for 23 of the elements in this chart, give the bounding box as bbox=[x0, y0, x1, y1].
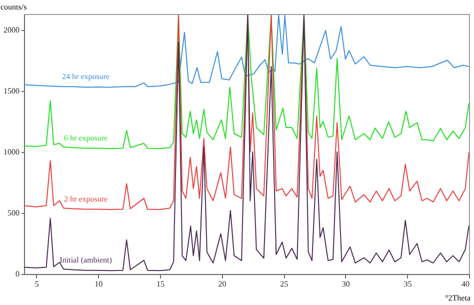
y-tick-label: 0 bbox=[16, 270, 20, 278]
x-tick-label: 20 bbox=[218, 280, 226, 288]
line-series bbox=[24, 14, 469, 272]
x-tick-label: 35 bbox=[404, 280, 412, 288]
line-series bbox=[24, 14, 469, 150]
line-series bbox=[24, 14, 469, 88]
x-tick-label: 25 bbox=[280, 280, 288, 288]
y-tick-label: 2000 bbox=[4, 25, 20, 34]
y-tick-label: 1500 bbox=[4, 86, 20, 96]
x-tick-label: 40 bbox=[462, 280, 470, 288]
y-tick-label: 1000 bbox=[4, 147, 20, 156]
x-tick-label: 30 bbox=[342, 280, 350, 288]
x-tick-label: 10 bbox=[94, 280, 103, 288]
y-axis-title: counts/s bbox=[0, 2, 27, 12]
x-tick-label: 5 bbox=[34, 280, 39, 288]
series-label: 6 hr exposure bbox=[64, 133, 108, 142]
x-tick-label: 15 bbox=[156, 280, 164, 288]
line-series bbox=[24, 14, 469, 210]
y-tick-label: 500 bbox=[8, 208, 20, 218]
x-axis-title: °2Theta bbox=[445, 294, 471, 302]
series-label: Initial (ambient) bbox=[60, 255, 112, 264]
series-label: 2 hr exposure bbox=[64, 194, 108, 204]
series-label: 24 hr exposure bbox=[62, 72, 110, 82]
